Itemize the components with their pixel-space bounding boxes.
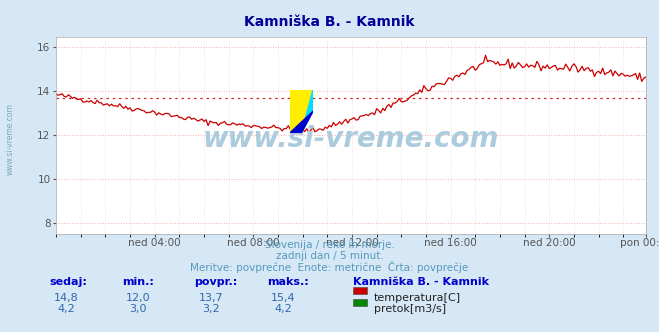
Text: zadnji dan / 5 minut.: zadnji dan / 5 minut.: [275, 251, 384, 261]
Text: Kamniška B. - Kamnik: Kamniška B. - Kamnik: [244, 15, 415, 29]
Text: 4,2: 4,2: [275, 304, 292, 314]
Polygon shape: [290, 111, 313, 133]
Text: Slovenija / reke in morje.: Slovenija / reke in morje.: [264, 240, 395, 250]
Text: pretok[m3/s]: pretok[m3/s]: [374, 304, 445, 314]
Text: Meritve: povprečne  Enote: metrične  Črta: povprečje: Meritve: povprečne Enote: metrične Črta:…: [190, 261, 469, 273]
Text: www.si-vreme.com: www.si-vreme.com: [203, 125, 499, 153]
Text: povpr.:: povpr.:: [194, 277, 238, 287]
Text: 14,8: 14,8: [53, 293, 78, 303]
Text: 3,0: 3,0: [130, 304, 147, 314]
Text: sedaj:: sedaj:: [49, 277, 87, 287]
Text: 12,0: 12,0: [126, 293, 151, 303]
Text: Kamniška B. - Kamnik: Kamniška B. - Kamnik: [353, 277, 488, 287]
Text: 15,4: 15,4: [271, 293, 296, 303]
Text: maks.:: maks.:: [267, 277, 308, 287]
Text: min.:: min.:: [122, 277, 154, 287]
Text: temperatura[C]: temperatura[C]: [374, 293, 461, 303]
Polygon shape: [301, 90, 313, 133]
Text: www.si-vreme.com: www.si-vreme.com: [5, 104, 14, 175]
Text: 3,2: 3,2: [202, 304, 219, 314]
Polygon shape: [290, 90, 313, 133]
Text: 13,7: 13,7: [198, 293, 223, 303]
Text: 4,2: 4,2: [57, 304, 74, 314]
